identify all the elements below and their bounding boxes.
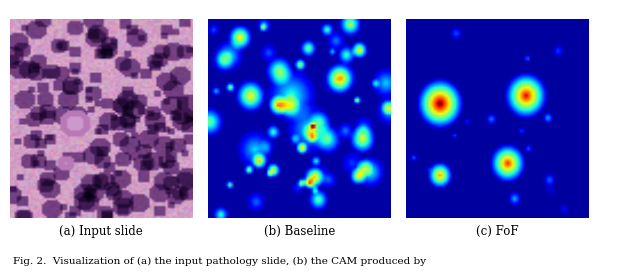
Text: (c) FoF: (c) FoF xyxy=(476,225,519,238)
Text: (b) Baseline: (b) Baseline xyxy=(264,225,335,238)
Text: Fig. 2.  Visualization of (a) the input pathology slide, (b) the CAM produced by: Fig. 2. Visualization of (a) the input p… xyxy=(13,256,426,266)
Text: (a) Input slide: (a) Input slide xyxy=(59,225,143,238)
